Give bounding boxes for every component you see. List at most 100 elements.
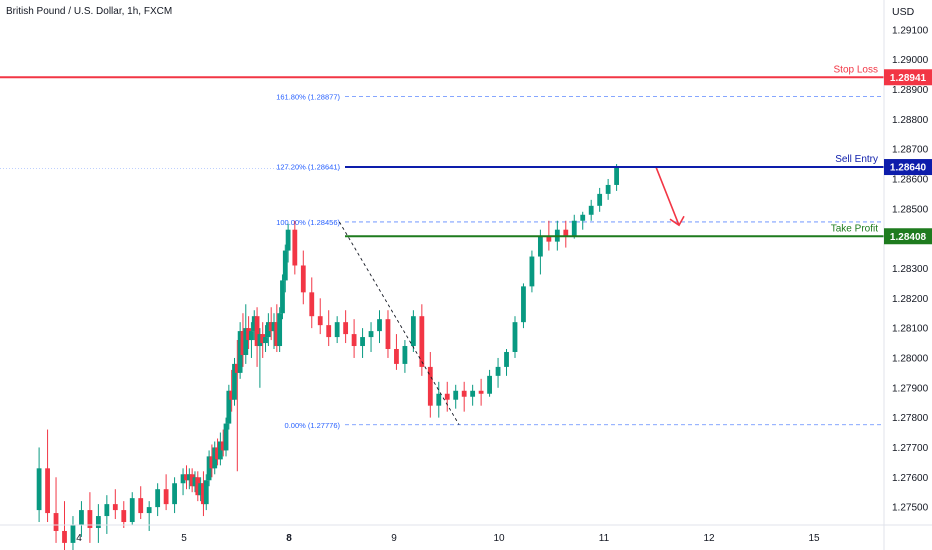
- candle-body: [385, 319, 391, 350]
- candle-body: [195, 477, 201, 496]
- candle-body: [243, 328, 249, 355]
- candle-body: [263, 337, 268, 344]
- candle-body: [112, 504, 118, 511]
- candle-body: [614, 167, 619, 185]
- drawing-tools: [339, 166, 685, 426]
- candle-body: [282, 250, 288, 281]
- candle-body: [246, 328, 252, 341]
- candle-body: [198, 483, 204, 496]
- candle-body: [265, 322, 271, 338]
- fibonacci-levels: 161.80% (1.28877) 127.20% (1.28641) 100.00…: [0, 92, 884, 430]
- candle-body: [504, 351, 509, 367]
- price-tick-label: 1.28000: [892, 353, 929, 364]
- candle-body: [220, 441, 226, 451]
- currency-button[interactable]: USD: [884, 0, 932, 24]
- candle-body: [203, 480, 209, 505]
- candle-body: [317, 316, 323, 326]
- stop-loss-label: Stop Loss: [834, 64, 878, 75]
- price-tick-label: 1.28900: [892, 85, 929, 96]
- price-tick-label: 1.28700: [892, 145, 929, 156]
- candle-body: [268, 322, 274, 332]
- candle-body: [260, 334, 266, 344]
- fib-level-label: 0.00% (1.27776): [285, 421, 341, 430]
- time-axis[interactable]: 4 5 8 9 10 11 12 15: [0, 524, 932, 544]
- candle-body: [121, 510, 127, 523]
- candle-body: [427, 366, 433, 406]
- candle-body: [36, 468, 42, 511]
- candle-body: [402, 346, 408, 364]
- price-axis[interactable]: 1.27500 1.27600 1.27700 1.27800 1.27900 1.280…: [883, 0, 932, 550]
- candle-body: [377, 319, 382, 332]
- time-tick-label: 11: [599, 533, 610, 544]
- candle-body: [597, 193, 603, 206]
- candle-body: [201, 483, 206, 505]
- price-tick-label: 1.28500: [892, 204, 929, 215]
- candle-body: [226, 390, 232, 424]
- candle-body: [251, 316, 257, 332]
- candle-body: [232, 363, 237, 400]
- sell-arrow-head: [669, 215, 685, 227]
- time-tick-label: 4: [76, 533, 82, 544]
- price-tick-label: 1.28200: [892, 294, 929, 305]
- candle-body: [189, 474, 195, 487]
- candle-body: [512, 322, 518, 352]
- candle-body: [146, 507, 152, 514]
- candle-body: [70, 525, 76, 543]
- candle-body: [95, 516, 101, 528]
- candle-body: [53, 513, 59, 531]
- price-tick-label: 1.28600: [892, 174, 929, 185]
- take-profit-price-tag[interactable]: [884, 228, 932, 245]
- time-tick-label: 5: [181, 533, 187, 544]
- candle-body: [334, 322, 340, 338]
- candle-body: [453, 390, 459, 400]
- candle-body: [172, 483, 177, 505]
- candle-body: [155, 489, 161, 508]
- candle-body: [343, 322, 349, 335]
- candle-body: [234, 363, 240, 373]
- currency-label: USD: [892, 6, 915, 18]
- candle-body: [206, 456, 212, 481]
- fib-level-label: 100.00% (1.28456): [276, 218, 340, 227]
- candle-body: [419, 316, 425, 367]
- price-tick-label: 1.27500: [892, 503, 929, 514]
- sell-entry-label: Sell Entry: [835, 154, 878, 165]
- candle-body: [229, 390, 235, 400]
- candle-body: [212, 447, 218, 469]
- candle-body: [285, 229, 291, 251]
- price-tick-label: 1.29000: [892, 55, 929, 66]
- candle-body: [444, 393, 450, 400]
- fib-level-label: 127.20% (1.28641): [276, 163, 340, 172]
- sell-entry-price-tag[interactable]: [884, 159, 932, 176]
- candle-body: [249, 331, 254, 341]
- candle-body: [87, 510, 93, 528]
- candle-body: [461, 390, 467, 397]
- candle-body: [215, 447, 220, 460]
- fib-level-label: 161.80% (1.28877): [276, 92, 340, 101]
- candle-body: [217, 441, 223, 460]
- candle-body: [351, 334, 357, 347]
- candle-body: [104, 504, 110, 517]
- candle-body: [537, 235, 543, 257]
- sell-projection-arrow: [655, 166, 680, 226]
- price-tick-label: 1.27900: [892, 383, 929, 394]
- candle-body: [470, 390, 476, 397]
- price-tick-label: 1.29100: [892, 25, 929, 36]
- price-tick-label: 1.27700: [892, 443, 929, 454]
- time-tick-label: 8: [286, 533, 292, 544]
- candle-body: [129, 498, 135, 523]
- stop-loss-price-tag[interactable]: [884, 69, 932, 86]
- candle-body: [368, 331, 374, 338]
- candle-body: [563, 229, 569, 236]
- take-profit-price-tag-text: 1.28408: [890, 232, 927, 243]
- candle-body: [487, 375, 492, 394]
- candle-body: [257, 334, 263, 347]
- stop-loss-price-tag-text: 1.28941: [890, 73, 927, 84]
- candle-body: [436, 393, 442, 406]
- candle-body: [529, 256, 535, 287]
- candle-body: [292, 229, 298, 266]
- candle-body: [280, 280, 285, 314]
- candle-body: [274, 322, 280, 347]
- price-tick-label: 1.28300: [892, 264, 929, 275]
- time-tick-label: 15: [808, 533, 820, 544]
